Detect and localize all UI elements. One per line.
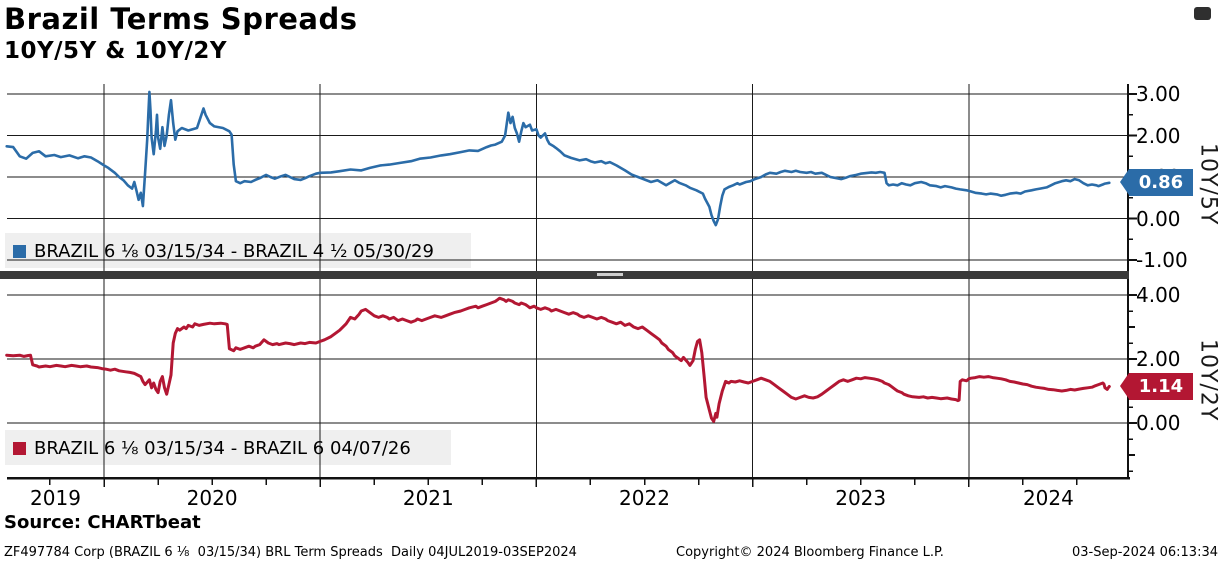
ytick-label: 2.00 (1136, 347, 1181, 371)
footer-timestamp: 03-Sep-2024 06:13:34 (1071, 545, 1218, 560)
ytick-label: 3.00 (1136, 82, 1181, 106)
chart-menu-icon[interactable] (1194, 7, 1211, 20)
axis-title-10y5y: 10Y/5Y (1195, 143, 1221, 226)
footer-source: Source: CHARTbeat (4, 512, 201, 533)
legend-swatch-red-icon (13, 441, 26, 455)
legend-item-10y5y[interactable]: BRAZIL 6 ⅛ 03/15/34 - BRAZIL 4 ½ 05/30/2… (13, 238, 434, 264)
legend-background-bottom (5, 430, 451, 465)
year-label-2022: 2022 (619, 486, 670, 510)
year-label-2024: 2024 (1022, 486, 1074, 510)
legend-swatch-blue-icon (13, 244, 26, 258)
page-title: Brazil Terms Spreads (4, 2, 358, 36)
legend-item-10y2y[interactable]: BRAZIL 6 ⅛ 03/15/34 - BRAZIL 6 04/07/26 (13, 435, 411, 461)
ytick-label: -1.00 (1136, 248, 1188, 272)
year-label-2023: 2023 (835, 486, 887, 510)
year-label-2020: 2020 (186, 486, 238, 510)
footer-copyright: Copyright© 2024 Bloomberg Finance L.P. (676, 545, 944, 560)
legend-label-10y5y: BRAZIL 6 ⅛ 03/15/34 - BRAZIL 4 ½ 05/30/2… (34, 240, 434, 262)
last-value-tag-10y5y: 0.86 (1120, 169, 1193, 196)
ytick-label: 0.00 (1136, 411, 1181, 435)
year-label-2019: 2019 (30, 486, 81, 510)
last-value-tag-10y2y: 1.14 (1120, 373, 1193, 400)
axis-title-10y2y: 10Y/2Y (1195, 339, 1221, 422)
panel-separator (0, 271, 1129, 279)
legend-background-top (5, 233, 471, 268)
footer-description: ZF497784 Corp (BRAZIL 6 ⅛ 03/15/34) BRL … (4, 545, 577, 560)
plot-area[interactable] (7, 84, 1128, 479)
year-label-2021: 2021 (402, 486, 454, 510)
ytick-label: 0.00 (1136, 206, 1181, 231)
legend-label-10y2y: BRAZIL 6 ⅛ 03/15/34 - BRAZIL 6 04/07/26 (34, 437, 411, 459)
page-subtitle: 10Y/5Y & 10Y/2Y (4, 38, 228, 64)
ytick-label: 4.00 (1136, 283, 1181, 307)
ytick-label: 2.00 (1136, 123, 1181, 148)
panel-separator-handle[interactable] (597, 273, 623, 276)
